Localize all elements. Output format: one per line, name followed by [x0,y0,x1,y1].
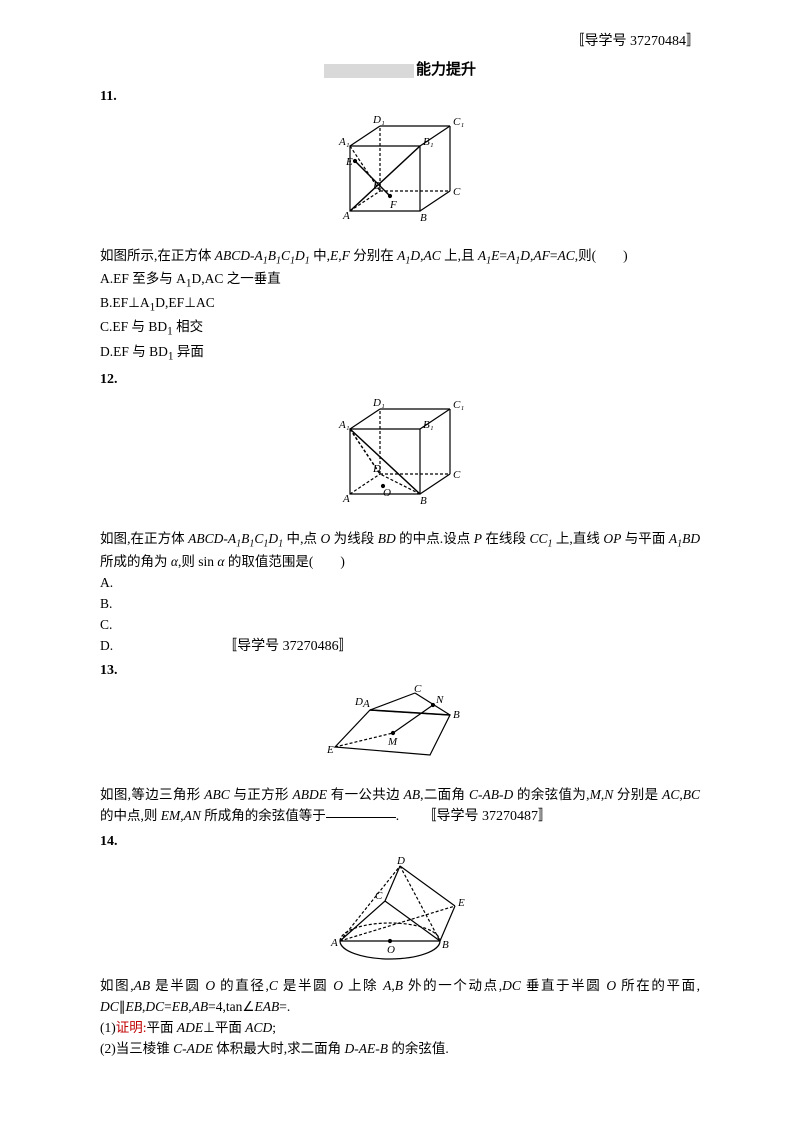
q11-number: 11. [100,89,700,105]
q14-part1: (1)证明:平面 ADE⊥平面 ACD; [100,1018,700,1039]
q12-optC: C. [100,615,700,636]
svg-text:D₁: D₁ [372,114,385,126]
svg-text:A: A [342,493,350,505]
svg-text:E: E [345,156,353,168]
svg-text:C: C [453,469,461,481]
svg-text:F: F [389,199,397,211]
q11-optD: D.EF 与 BD1 异面 [100,342,700,366]
svg-text:A: A [330,937,338,949]
svg-text:D: D [372,463,381,475]
svg-text:O: O [383,487,391,499]
svg-text:A₁: A₁ [338,136,350,148]
q13-figure: A B C D E M N [100,685,700,775]
q12-optB: B. [100,594,700,615]
svg-text:D: D [372,180,381,192]
section-title: 能力提升 [416,62,476,78]
svg-text:A: A [362,698,370,710]
svg-text:B: B [420,495,427,507]
svg-text:C₁: C₁ [453,399,464,411]
q11-optC: C.EF 与 BD1 相交 [100,317,700,341]
q12-text: 如图,在正方体 ABCD-A1B1C1D1 中,点 O 为线段 BD 的中点.设… [100,529,700,573]
svg-text:E: E [457,897,465,909]
q11-optB: B.EF⊥A1D,EF⊥AC [100,293,700,317]
q11-figure: A B C D A₁ B₁ C₁ D₁ E F [100,111,700,236]
q12-optD: D.〚导学号 37270486〛 [100,636,700,658]
svg-text:C: C [453,186,461,198]
svg-text:B₁: B₁ [423,419,434,431]
q12-optA: A. [100,573,700,594]
svg-text:A₁: A₁ [338,419,350,431]
q14-part2: (2)当三棱锥 C-ADE 体积最大时,求二面角 D-AE-B 的余弦值. [100,1039,700,1060]
svg-text:D₁: D₁ [372,397,385,409]
proof-label: 证明: [116,1020,147,1035]
svg-text:E: E [326,744,334,756]
svg-text:D: D [396,856,405,867]
q13-number: 13. [100,663,700,679]
guide-number-top: 〚导学号 37270484〛 [100,30,700,50]
q13-blank [326,817,396,818]
q14-figure: A B C D E O [100,856,700,966]
svg-text:C₁: C₁ [453,116,464,128]
q13-text: 如图,等边三角形 ABC 与正方形 ABDE 有一公共边 AB,二面角 C-AB… [100,785,700,828]
svg-text:A: A [342,210,350,222]
svg-text:B: B [420,212,427,224]
q11-text: 如图所示,在正方体 ABCD-A1B1C1D1 中,E,F 分别在 A1D,AC… [100,246,700,269]
svg-text:C: C [375,890,383,902]
q12-number: 12. [100,372,700,388]
section-bar [324,64,414,78]
q14-number: 14. [100,834,700,850]
q13-guide: 〚导学号 37270487〛 [423,809,553,824]
svg-text:N: N [435,694,444,706]
q12-figure: A B C D A₁ B₁ C₁ D₁ O [100,394,700,519]
svg-text:C: C [414,685,422,695]
svg-text:M: M [387,736,398,748]
q12-guide: 〚导学号 37270486〛 [223,639,353,654]
svg-text:B: B [442,939,449,951]
section-header: 能力提升 [100,58,700,79]
svg-text:O: O [387,944,395,956]
svg-text:B: B [453,709,460,721]
svg-text:D: D [354,696,363,708]
svg-text:B₁: B₁ [423,136,434,148]
q11-optA: A.EF 至多与 A1D,AC 之一垂直 [100,269,700,293]
q14-text: 如图,AB 是半圆 O 的直径,C 是半圆 O 上除 A,B 外的一个动点,DC… [100,976,700,1018]
